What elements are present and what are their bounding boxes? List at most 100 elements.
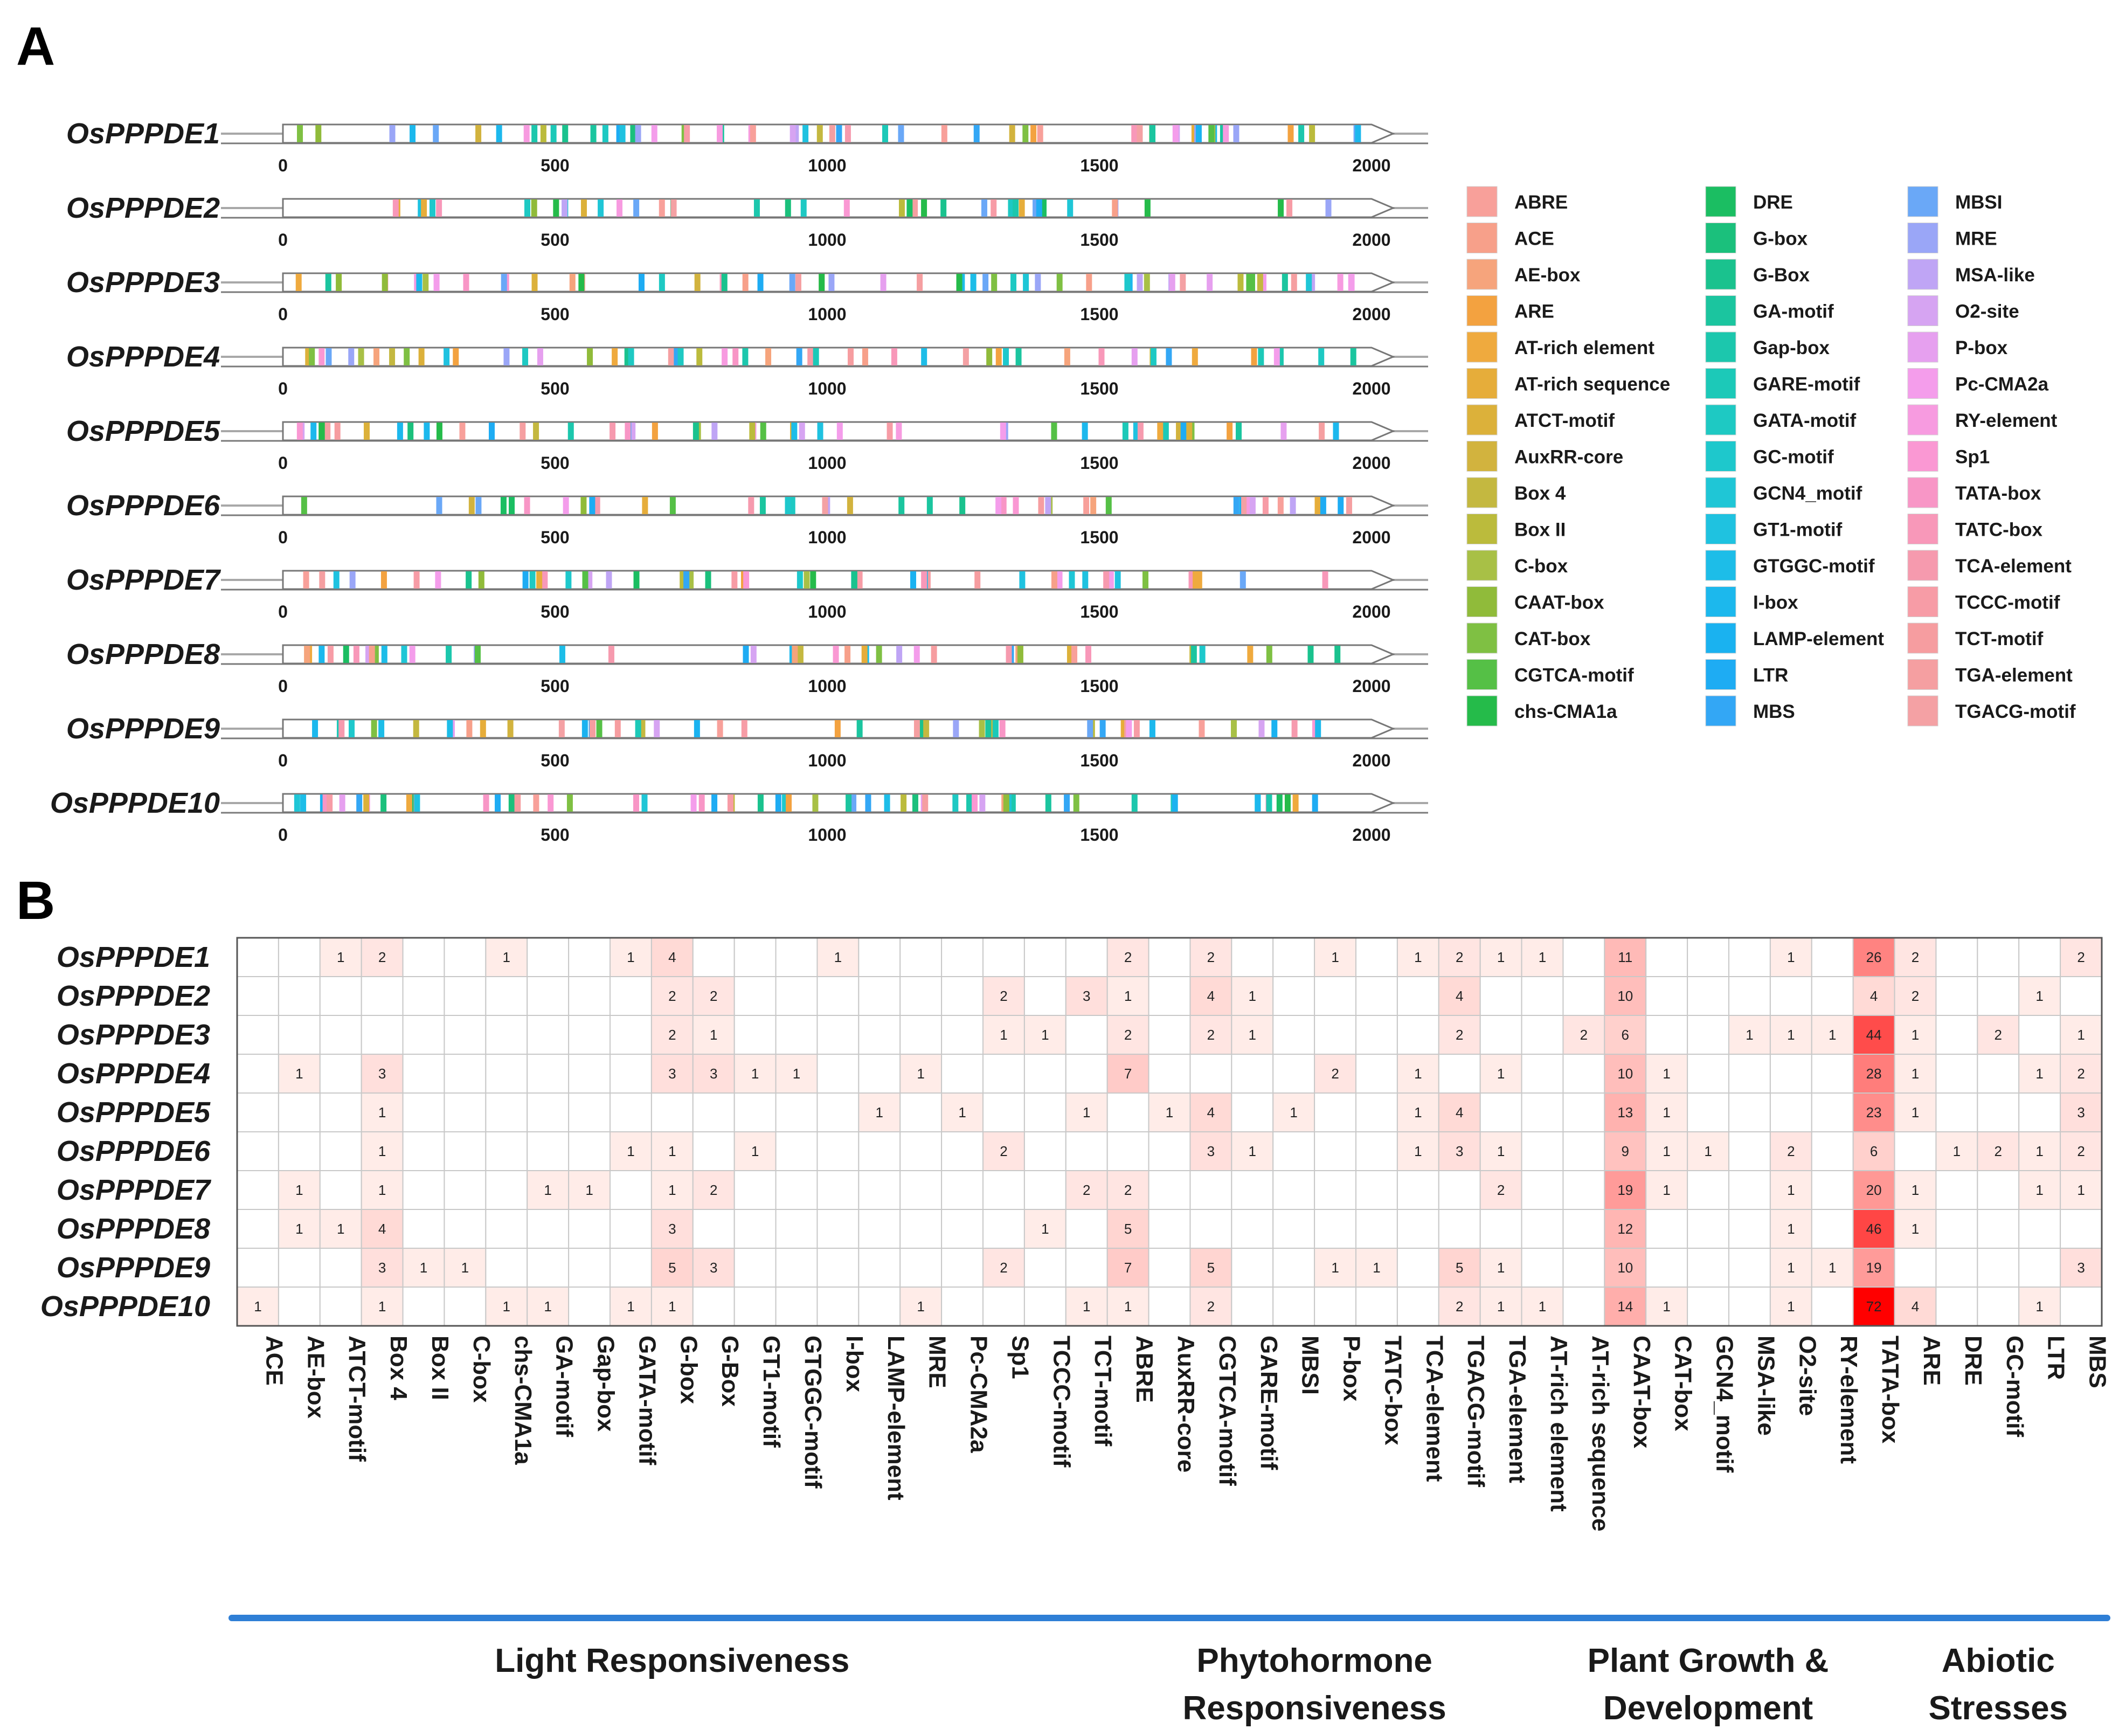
motif-mark	[1124, 274, 1131, 291]
motif-mark	[404, 348, 410, 365]
legend-swatch	[1466, 186, 1498, 217]
motif-mark	[1227, 423, 1233, 440]
motif-mark	[898, 497, 905, 514]
motif-mark	[500, 497, 507, 514]
cell-value: 1	[1829, 1027, 1836, 1043]
heatmap-cell	[692, 1131, 735, 1171]
heatmap-cell	[2060, 1209, 2102, 1249]
x-tick-label: 2000	[1352, 528, 1390, 547]
heatmap-row-label: OsPPPDE4	[57, 1057, 210, 1090]
heatmap-cell	[1396, 937, 1439, 977]
heatmap-cell	[444, 937, 487, 977]
heatmap-cell	[1065, 1248, 1108, 1288]
cell-value: 2	[2077, 1066, 2085, 1082]
heatmap-col-label: TGA-element	[1504, 1336, 1531, 1483]
motif-mark	[1251, 348, 1257, 365]
legend-label: GA-motif	[1753, 301, 1834, 322]
motif-mark	[1241, 497, 1248, 514]
heatmap-row-label: OsPPPDE7	[57, 1174, 212, 1206]
heatmap-cell	[1769, 976, 1812, 1016]
cell-value: 3	[668, 1066, 676, 1082]
motif-mark	[792, 646, 798, 663]
cell-value: 1	[1912, 1104, 1919, 1121]
x-tick-label: 500	[541, 528, 569, 547]
motif-mark	[635, 125, 641, 142]
heatmap-cell	[1728, 976, 1771, 1016]
heatmap-cell	[650, 1054, 694, 1094]
motif-mark	[562, 125, 569, 142]
motif-mark	[1199, 646, 1206, 663]
heatmap-col-label: TATC-box	[1380, 1336, 1406, 1445]
heatmap-cell	[1355, 1287, 1398, 1326]
heatmap-cell	[941, 1092, 984, 1132]
legend-label: Gap-box	[1753, 337, 1830, 358]
heatmap-cell	[1231, 1092, 1274, 1132]
legend-label: TGA-element	[1955, 665, 2073, 686]
legend-swatch	[1466, 586, 1498, 617]
motif-mark	[614, 720, 621, 737]
heatmap-cell	[1811, 1054, 1854, 1094]
motif-mark	[1144, 274, 1150, 291]
cell-value: 6	[1870, 1143, 1878, 1159]
motif-mark	[677, 348, 684, 365]
heatmap-cell	[1106, 1209, 1149, 1249]
legend-label: ATCT-motif	[1514, 410, 1615, 431]
motif-mark	[795, 274, 801, 291]
cell-value: 1	[337, 949, 344, 965]
heatmap-cell	[692, 1092, 735, 1132]
motif-mark	[625, 423, 631, 440]
motif-mark	[565, 571, 572, 589]
heatmap-cell	[1148, 1015, 1191, 1055]
motif-mark	[1126, 720, 1132, 737]
heatmap-cell	[982, 1015, 1025, 1055]
motif-mark	[296, 423, 303, 440]
cell-value: 46	[1866, 1221, 1882, 1237]
motif-mark	[453, 348, 459, 365]
legend-swatch	[1907, 404, 1938, 435]
motif-mark	[1083, 497, 1090, 514]
heatmap-cell	[775, 1209, 818, 1249]
motif-mark	[503, 348, 510, 365]
motif-mark	[659, 274, 665, 291]
motif-mark	[880, 274, 887, 291]
heatmap-cell	[610, 1092, 652, 1132]
motif-mark	[974, 571, 981, 589]
motif-mark	[1099, 720, 1106, 737]
heatmap-cell	[1148, 1170, 1191, 1210]
heatmap-cell	[444, 1170, 487, 1210]
promoter-arrow	[282, 793, 1395, 813]
motif-mark	[790, 125, 796, 142]
cell-value: 1	[1912, 1221, 1919, 1237]
heatmap-cell	[982, 1209, 1025, 1249]
motif-mark	[1149, 125, 1156, 142]
heatmap-cell	[775, 1248, 818, 1288]
cell-value: 3	[2077, 1104, 2085, 1121]
heatmap-col-label: GCN4_motif	[1712, 1336, 1738, 1473]
heatmap-cell	[1023, 1209, 1067, 1249]
legend-label: I-box	[1753, 592, 1798, 613]
motif-mark	[757, 274, 764, 291]
heatmap-cell	[733, 1170, 777, 1210]
heatmap-cell	[568, 1131, 611, 1171]
motif-mark	[668, 348, 674, 365]
motif-mark	[962, 348, 969, 365]
heatmap-cell	[1645, 937, 1688, 977]
heatmap-cell	[485, 937, 528, 977]
heatmap-col-label: AuxRR-core	[1173, 1336, 1199, 1472]
cell-value: 1	[1497, 1298, 1505, 1315]
heatmap-cell	[485, 1170, 528, 1210]
heatmap-cell	[650, 976, 694, 1016]
heatmap-cell	[1977, 1092, 2020, 1132]
cell-value: 2	[668, 1027, 676, 1043]
x-tick-label: 1500	[1080, 156, 1118, 175]
motif-mark	[558, 720, 565, 737]
motif-mark	[406, 794, 412, 812]
motif-mark	[1338, 497, 1344, 514]
heatmap-cell	[982, 937, 1025, 977]
heatmap-cell	[444, 1092, 487, 1132]
cell-value: 1	[1497, 1260, 1505, 1276]
motif-mark	[1236, 423, 1242, 440]
motif-mark	[447, 720, 453, 737]
heatmap-cell	[816, 976, 860, 1016]
motif-mark	[1137, 125, 1143, 142]
